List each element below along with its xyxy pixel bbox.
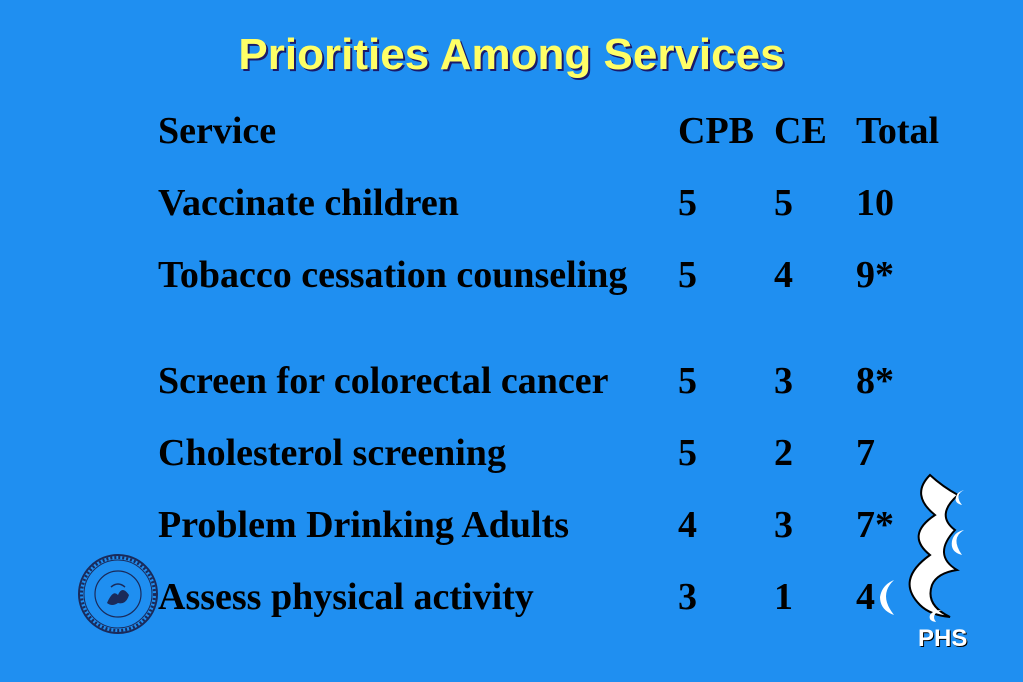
total-cell: 10 (856, 182, 894, 224)
table-header-row: Service CPB CE Total (158, 106, 956, 178)
service-cell: Cholesterol screening (158, 432, 506, 474)
ce-cell: 5 (774, 182, 793, 224)
ce-cell: 3 (774, 504, 793, 546)
service-cell: Vaccinate children (158, 182, 459, 224)
cpb-cell: 5 (678, 254, 697, 296)
ce-cell: 2 (774, 432, 793, 474)
cpb-cell: 5 (678, 360, 697, 402)
ce-cell: 1 (774, 576, 793, 618)
state-medical-society-seal-icon (78, 554, 158, 634)
cpb-cell: 4 (678, 504, 697, 546)
total-cell: 7* (856, 504, 894, 546)
header-service: Service (158, 110, 277, 152)
priorities-table: Service CPB CE Total Vaccinate children … (158, 106, 956, 644)
cpb-cell: 3 (678, 576, 697, 618)
header-total: Total (856, 110, 940, 152)
service-cell: Problem Drinking Adults (158, 504, 570, 546)
total-cell: 4 (856, 576, 875, 618)
ce-cell: 3 (774, 360, 793, 402)
header-ce: CE (774, 110, 827, 152)
total-cell: 8* (856, 360, 894, 402)
phs-logo-icon (880, 473, 964, 622)
total-cell: 9* (856, 254, 894, 296)
service-cell: Tobacco cessation counseling (158, 254, 628, 296)
header-cpb: CPB (678, 110, 754, 152)
table-row: Screen for colorectal cancer 5 3 8* (158, 356, 956, 428)
cpb-cell: 5 (678, 432, 697, 474)
service-cell: Assess physical activity (158, 576, 534, 618)
table-row: Vaccinate children 5 5 10 (158, 178, 956, 250)
cpb-cell: 5 (678, 182, 697, 224)
total-cell: 7 (856, 432, 875, 474)
table-row: Assess physical activity 3 1 4 (158, 572, 956, 644)
table-row: Tobacco cessation counseling 5 4 9* (158, 250, 956, 356)
table-row: Cholesterol screening 5 2 7 (158, 428, 956, 500)
table-row: Problem Drinking Adults 4 3 7* (158, 500, 956, 572)
phs-logo-text: PHS (918, 625, 968, 652)
slide-title: Priorities Among Services (238, 30, 785, 79)
ce-cell: 4 (774, 254, 793, 296)
service-cell: Screen for colorectal cancer (158, 360, 609, 402)
